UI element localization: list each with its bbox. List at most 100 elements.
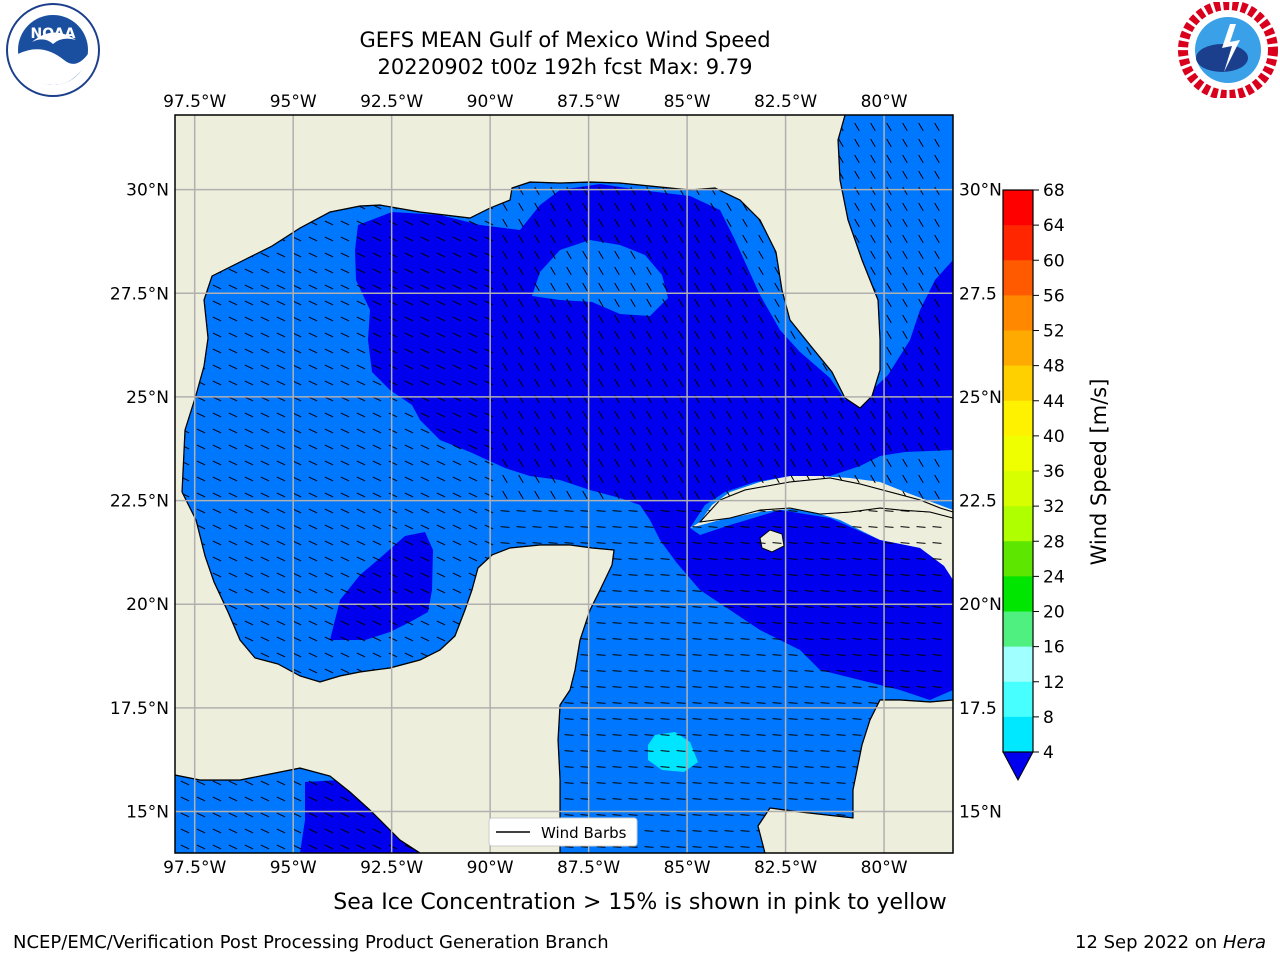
wind-barb bbox=[774, 474, 780, 484]
wind-barb bbox=[740, 654, 750, 656]
wind-barb bbox=[598, 202, 604, 212]
wind-barb bbox=[532, 526, 542, 528]
lon-label-top: 97.5°W bbox=[163, 92, 226, 112]
wind-barb bbox=[276, 268, 286, 274]
wind-barb bbox=[660, 766, 670, 768]
wind-barb bbox=[900, 606, 910, 608]
wind-barb bbox=[436, 348, 446, 354]
wind-barb bbox=[820, 798, 830, 800]
colorbar-tick-label: 12 bbox=[1043, 673, 1065, 693]
wind-barb bbox=[244, 412, 254, 418]
wind-barb bbox=[436, 268, 446, 274]
wind-barb bbox=[340, 220, 350, 226]
wind-barb bbox=[372, 380, 382, 386]
wind-barb bbox=[356, 588, 366, 594]
wind-barb bbox=[660, 750, 670, 752]
wind-barb bbox=[598, 218, 604, 228]
wind-barb bbox=[646, 186, 652, 196]
wind-barb bbox=[452, 268, 462, 274]
wind-barb bbox=[804, 734, 814, 736]
wind-barb bbox=[918, 474, 924, 484]
wind-barb bbox=[692, 526, 702, 528]
wind-barb bbox=[340, 460, 350, 466]
wind-barb bbox=[452, 524, 462, 530]
wind-barb bbox=[614, 346, 620, 356]
wind-barb bbox=[836, 814, 846, 816]
wind-barb bbox=[614, 266, 620, 276]
wind-barb bbox=[772, 526, 782, 528]
wind-barb bbox=[388, 620, 398, 626]
wind-barb bbox=[646, 202, 652, 212]
legend-box bbox=[488, 817, 638, 847]
wind-barb bbox=[372, 620, 382, 626]
wind-barb bbox=[356, 252, 366, 258]
wind-barb bbox=[852, 718, 862, 720]
lat-label-left: 25°N bbox=[126, 388, 169, 408]
wind-barb bbox=[630, 234, 636, 244]
wind-barb bbox=[820, 702, 830, 704]
wind-barb bbox=[662, 378, 668, 388]
wind-barb bbox=[308, 492, 318, 498]
wind-barb bbox=[726, 298, 732, 308]
colorbar-band bbox=[1003, 681, 1033, 718]
wind-barb bbox=[502, 298, 508, 308]
wind-barb bbox=[916, 686, 926, 688]
wind-barb bbox=[676, 686, 686, 688]
wind-barb bbox=[772, 622, 782, 624]
wind-barb bbox=[804, 782, 814, 784]
wind-barb bbox=[550, 298, 556, 308]
wind-barb bbox=[692, 542, 702, 544]
wind-barb bbox=[292, 348, 302, 354]
wind-barb bbox=[884, 526, 894, 528]
wind-barb bbox=[228, 364, 238, 370]
wind-barb bbox=[886, 122, 892, 132]
wind-barb bbox=[870, 186, 876, 196]
wind-barb bbox=[388, 396, 398, 402]
wind-barb bbox=[372, 364, 382, 370]
wind-barb bbox=[710, 410, 716, 420]
wind-barb bbox=[548, 542, 558, 544]
wind-barb bbox=[644, 622, 654, 624]
wind-barb bbox=[774, 362, 780, 372]
wind-barb bbox=[932, 574, 942, 576]
wind-barb bbox=[196, 780, 206, 786]
wind-barb bbox=[566, 490, 572, 500]
wind-barb bbox=[710, 474, 716, 484]
wind-barb bbox=[500, 526, 510, 528]
wind-barb bbox=[708, 718, 718, 720]
wind-barb bbox=[854, 474, 860, 484]
wind-barb bbox=[676, 814, 686, 816]
wind-barb bbox=[918, 314, 924, 324]
wind-barb bbox=[436, 588, 446, 594]
wind-barb bbox=[260, 428, 270, 434]
wind-barb bbox=[468, 556, 478, 562]
wind-barb bbox=[276, 364, 286, 370]
wind-barb bbox=[646, 298, 652, 308]
wind-barb bbox=[852, 686, 862, 688]
wind-barb bbox=[870, 202, 876, 212]
wind-barb bbox=[836, 590, 846, 592]
wind-barb bbox=[742, 330, 748, 340]
wind-barb bbox=[596, 846, 606, 848]
wind-barb bbox=[868, 510, 878, 512]
wind-barb bbox=[420, 396, 430, 402]
wind-barb bbox=[678, 298, 684, 308]
wind-barb bbox=[630, 314, 636, 324]
wind-barb bbox=[628, 734, 638, 736]
wind-barb bbox=[292, 492, 302, 498]
wind-barb bbox=[900, 654, 910, 656]
colorbar-band bbox=[1003, 365, 1033, 402]
wind-barb bbox=[276, 524, 286, 530]
wind-barb bbox=[292, 236, 302, 242]
wind-barb bbox=[646, 458, 652, 468]
wind-barb bbox=[308, 652, 318, 658]
wind-barb bbox=[596, 622, 606, 624]
wind-barb bbox=[644, 558, 654, 560]
wind-barb bbox=[308, 396, 318, 402]
wind-barb bbox=[628, 798, 638, 800]
wind-barb bbox=[404, 300, 414, 306]
wind-barb bbox=[468, 220, 478, 226]
wind-barb bbox=[710, 250, 716, 260]
wind-barb bbox=[788, 782, 798, 784]
wind-barb bbox=[772, 574, 782, 576]
